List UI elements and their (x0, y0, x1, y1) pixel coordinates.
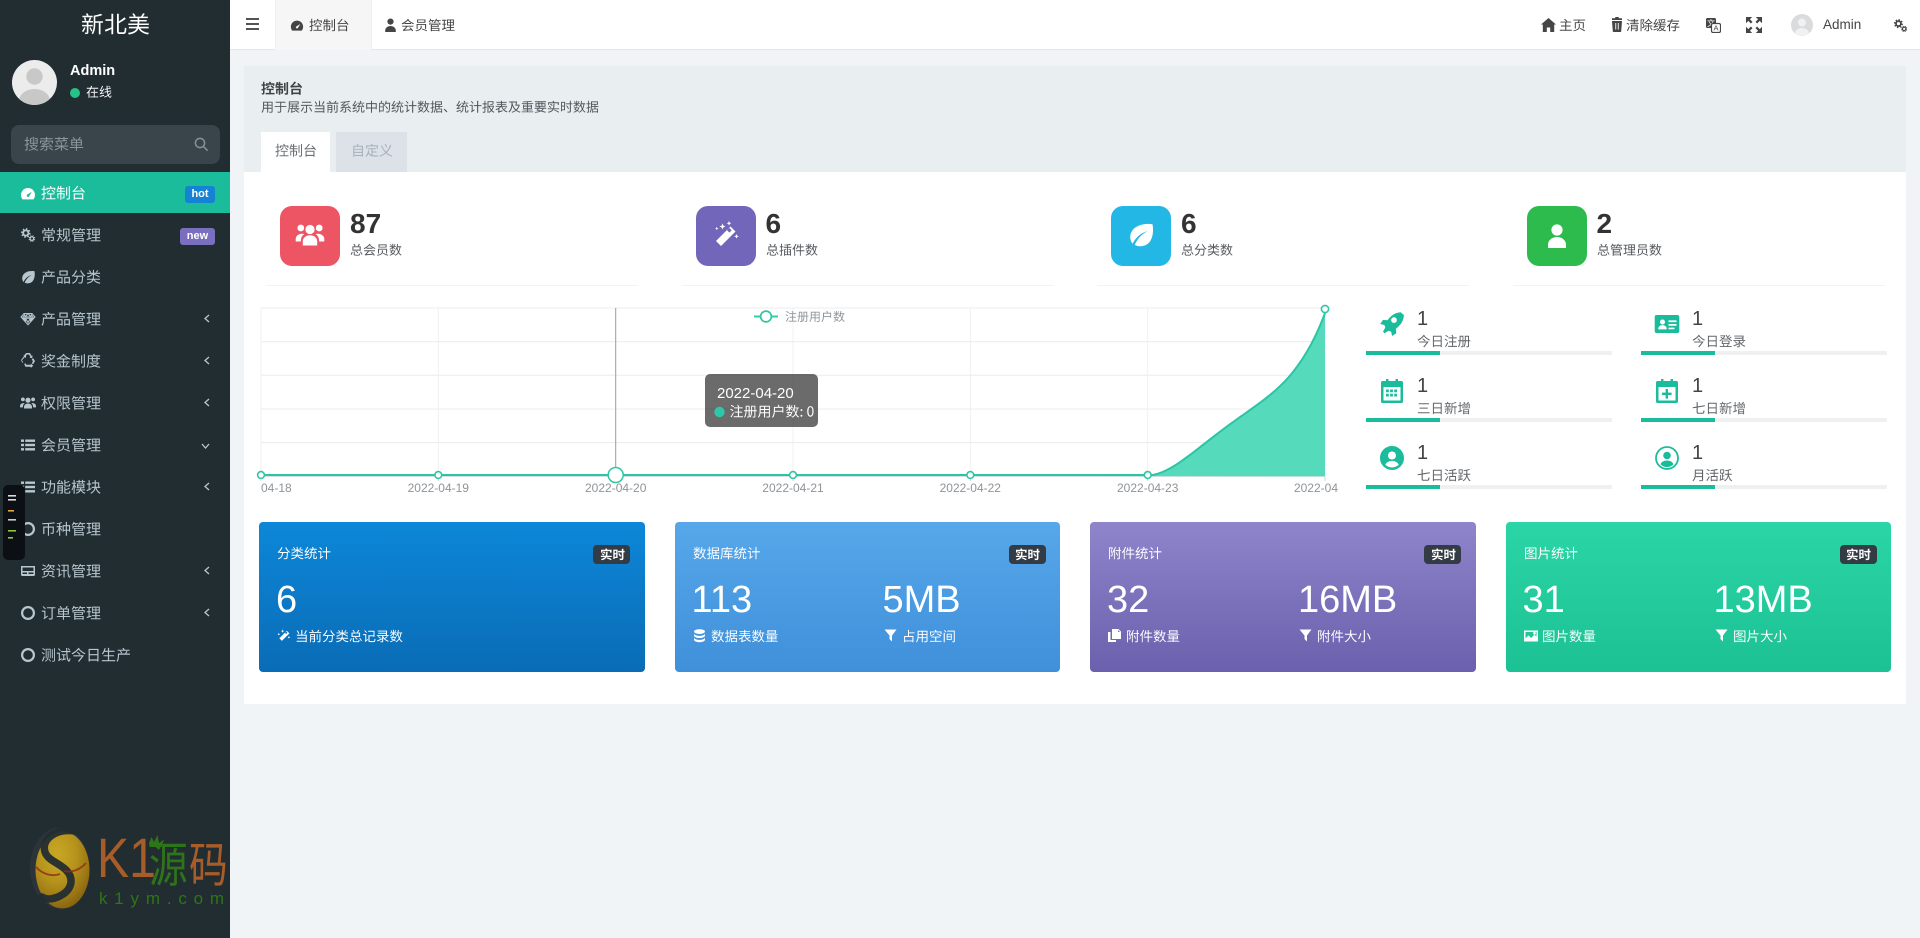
svg-text:2022-04-20: 2022-04-20 (585, 481, 647, 495)
svg-text:2022-04-23: 2022-04-23 (1117, 481, 1179, 495)
svg-text:2022-04: 2022-04 (1294, 481, 1338, 495)
svg-text:2022-04-19: 2022-04-19 (408, 481, 470, 495)
svg-text:文: 文 (1707, 18, 1715, 28)
svg-text:A: A (1713, 24, 1718, 33)
svg-text:04-18: 04-18 (261, 481, 292, 495)
svg-text:2022-04-20: 2022-04-20 (717, 385, 794, 402)
svg-text:2022-04-22: 2022-04-22 (940, 481, 1002, 495)
svg-text:2022-04-21: 2022-04-21 (762, 481, 824, 495)
